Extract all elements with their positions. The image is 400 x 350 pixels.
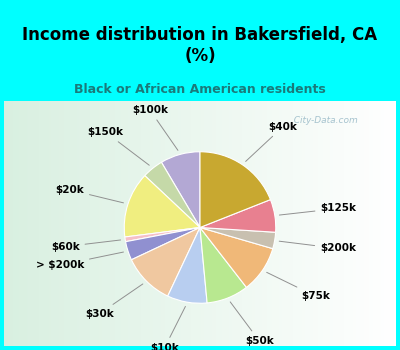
Text: $75k: $75k [267,272,330,301]
Wedge shape [200,228,276,248]
Wedge shape [162,152,200,228]
Text: $20k: $20k [55,185,124,203]
Text: > $200k: > $200k [36,252,124,270]
Text: $200k: $200k [279,241,356,253]
Text: $150k: $150k [88,127,149,165]
Text: $40k: $40k [246,121,298,161]
Wedge shape [126,228,200,260]
Text: $30k: $30k [85,284,143,319]
Wedge shape [200,152,270,228]
Text: $50k: $50k [230,302,274,346]
Text: $10k: $10k [150,307,186,350]
Wedge shape [124,176,200,237]
Text: $125k: $125k [280,203,356,215]
Wedge shape [132,228,200,296]
Wedge shape [168,228,207,303]
Text: City-Data.com: City-Data.com [288,116,358,125]
Text: $100k: $100k [132,105,178,150]
Wedge shape [125,228,200,242]
Wedge shape [200,228,246,303]
Wedge shape [200,228,273,287]
Wedge shape [145,162,200,228]
Text: $60k: $60k [51,240,120,252]
Text: Income distribution in Bakersfield, CA
(%): Income distribution in Bakersfield, CA (… [22,26,378,65]
Text: Black or African American residents: Black or African American residents [74,83,326,96]
Wedge shape [200,199,276,232]
